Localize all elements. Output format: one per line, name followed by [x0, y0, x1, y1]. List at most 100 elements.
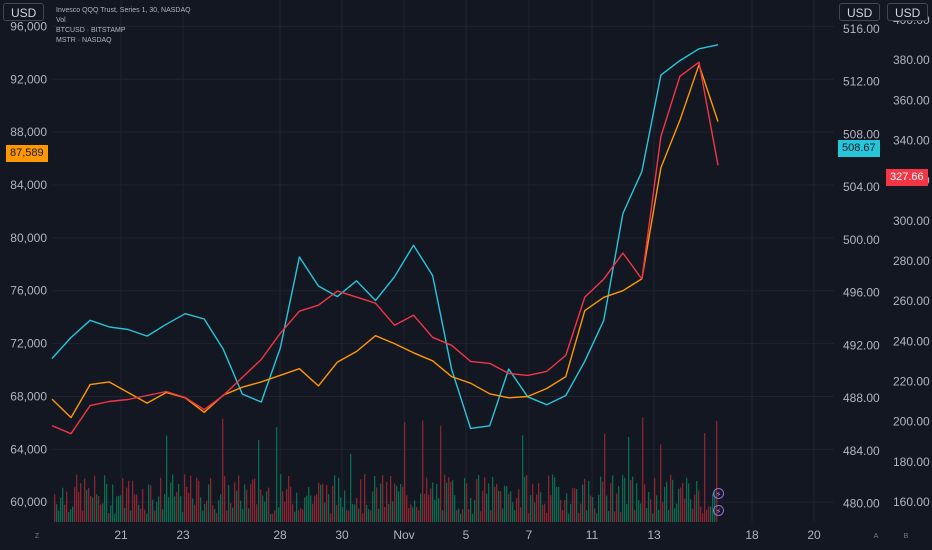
right-axis-2-tick: 260.00 — [893, 294, 930, 308]
axis-mode-icon: A — [874, 533, 879, 540]
volume-bar — [308, 487, 310, 522]
volume-bar — [182, 511, 184, 522]
volume-bar — [486, 493, 488, 522]
right-axis-1-tick: 488.00 — [843, 391, 880, 405]
volume-bar — [656, 495, 658, 522]
volume-bar — [536, 494, 538, 522]
volume-bar — [570, 504, 572, 522]
volume-bar — [654, 477, 656, 522]
volume-bar — [282, 491, 284, 522]
volume-bar — [668, 509, 670, 522]
volume-bar — [262, 495, 264, 522]
volume-bar — [474, 499, 476, 522]
volume-bar — [218, 500, 220, 522]
volume-bar — [606, 495, 608, 522]
volume-bar — [206, 500, 208, 522]
volume-bar — [530, 495, 532, 522]
volume-bar — [620, 512, 622, 522]
left-axis-tick: 72,000 — [10, 337, 47, 351]
volume-bar — [680, 487, 682, 522]
volume-bar — [272, 513, 274, 522]
volume-bar — [472, 513, 474, 522]
volume-bar — [664, 486, 666, 522]
volume-bar — [466, 483, 468, 522]
volume-bar — [254, 478, 256, 522]
volume-bar — [224, 476, 226, 522]
right-currency-button-1[interactable]: USD — [839, 3, 881, 21]
volume-bar — [178, 483, 180, 522]
lightning-icon[interactable]: ⚡ — [713, 488, 724, 499]
volume-bar — [300, 508, 302, 522]
volume-bar — [648, 492, 650, 522]
volume-bar — [436, 483, 438, 522]
volume-bar — [708, 506, 710, 522]
lightning-icon[interactable]: ⚡ — [713, 505, 724, 516]
legend-volume[interactable]: Vol — [56, 17, 66, 24]
volume-bar — [628, 436, 630, 522]
volume-bar — [316, 494, 318, 522]
volume-bar — [390, 476, 392, 522]
volume-bar — [222, 418, 224, 522]
volume-bar — [278, 507, 280, 522]
volume-bar — [380, 483, 382, 522]
volume-bar — [276, 427, 278, 522]
volume-bar — [306, 495, 308, 522]
left-axis-tick: 76,000 — [10, 284, 47, 298]
legend-btc[interactable]: BTCUSD · BITSTAMP — [56, 27, 126, 34]
chart-grid — [52, 0, 834, 522]
legend-mstr[interactable]: MSTR · NASDAQ — [56, 37, 112, 44]
right-axis-2-tick: 380.00 — [893, 53, 930, 67]
volume-bar — [274, 510, 276, 522]
volume-bar — [442, 510, 444, 522]
volume-bar — [586, 509, 588, 522]
volume-bar — [484, 477, 486, 522]
right-currency-button-2[interactable]: USD — [887, 3, 929, 21]
volume-bar — [682, 483, 684, 522]
volume-bar — [636, 483, 638, 522]
volume-bar — [522, 435, 524, 522]
volume-bar — [464, 477, 466, 522]
volume-bar — [94, 475, 96, 522]
volume-bar — [256, 504, 258, 522]
volume-bar — [120, 495, 122, 522]
volume-bar — [712, 493, 714, 522]
volume-bar — [446, 482, 448, 522]
volume-bar — [706, 509, 708, 522]
volume-bar — [430, 488, 432, 522]
volume-bar — [528, 513, 530, 522]
left-axis-tick: 96,000 — [10, 19, 47, 33]
volume-bar — [66, 491, 68, 522]
volume-bar — [650, 499, 652, 522]
volume-bar — [134, 494, 136, 522]
volume-bar — [618, 486, 620, 522]
volume-bar — [142, 489, 144, 522]
time-axis-tick: 20 — [807, 528, 821, 542]
left-currency-button[interactable]: USD — [3, 3, 45, 21]
axis-mode-icon: Z — [35, 533, 40, 540]
volume-bar — [596, 513, 598, 522]
right-axis-2-tick: 180.00 — [893, 455, 930, 469]
volume-bar — [550, 494, 552, 522]
left-axis-tick: 88,000 — [10, 125, 47, 139]
qqq-line — [51, 44, 719, 430]
volume-bar — [580, 503, 582, 522]
volume-bar — [174, 496, 176, 522]
volume-bar — [582, 484, 584, 522]
volume-bar — [132, 480, 134, 522]
volume-bar — [576, 488, 578, 522]
volume-bar — [534, 502, 536, 522]
volume-bar — [208, 484, 210, 522]
volume-bar — [678, 488, 680, 522]
volume-bar — [578, 512, 580, 522]
volume-bar — [364, 474, 366, 522]
volume-bar — [288, 476, 290, 522]
volume-bar — [642, 417, 644, 522]
legend-qqq[interactable]: Invesco QQQ Trust, Series 1, 30, NASDAQ — [56, 7, 191, 14]
volume-bar — [200, 497, 202, 522]
volume-bar — [594, 508, 596, 522]
time-axis-tick: 28 — [273, 528, 287, 542]
volume-bar — [158, 496, 160, 522]
volume-bar — [506, 486, 508, 522]
volume-bar — [252, 479, 254, 522]
volume-bar — [414, 500, 416, 522]
